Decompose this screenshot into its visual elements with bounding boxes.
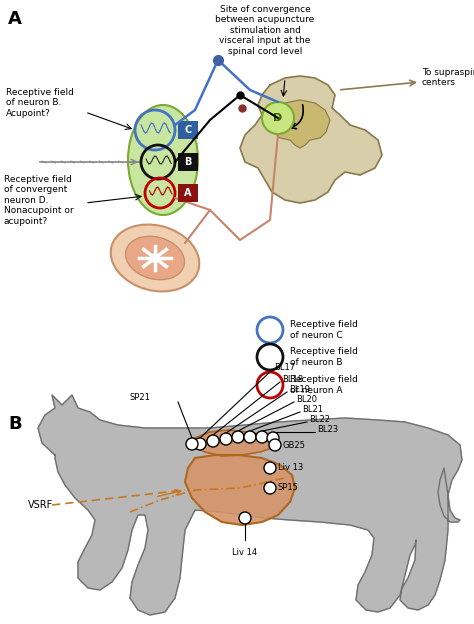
Text: VSRF: VSRF	[28, 500, 53, 510]
Text: A: A	[8, 10, 22, 28]
Circle shape	[194, 438, 206, 450]
Circle shape	[269, 439, 281, 451]
FancyBboxPatch shape	[178, 121, 198, 139]
FancyBboxPatch shape	[178, 153, 198, 171]
Text: C: C	[184, 125, 191, 135]
Text: BL18: BL18	[282, 376, 303, 384]
Text: BL17: BL17	[274, 364, 295, 373]
Text: SP15: SP15	[278, 484, 299, 492]
Ellipse shape	[111, 225, 199, 291]
Text: Liv 14: Liv 14	[232, 548, 257, 557]
Polygon shape	[185, 455, 295, 525]
Circle shape	[239, 512, 251, 524]
Text: A: A	[184, 188, 192, 198]
Circle shape	[264, 482, 276, 494]
Text: BL23: BL23	[317, 426, 338, 434]
Text: To supraspinal
centers: To supraspinal centers	[422, 68, 474, 87]
Text: B: B	[184, 157, 191, 167]
Polygon shape	[240, 76, 382, 203]
Ellipse shape	[128, 105, 198, 215]
Circle shape	[186, 438, 198, 450]
Text: Liv 13: Liv 13	[278, 464, 303, 472]
Circle shape	[256, 431, 268, 443]
Text: BL19: BL19	[289, 386, 310, 394]
Circle shape	[264, 462, 276, 474]
FancyBboxPatch shape	[178, 184, 198, 202]
Text: Receptive field
of neuron B.
Acupoint?: Receptive field of neuron B. Acupoint?	[6, 88, 74, 118]
Text: GB25: GB25	[283, 441, 306, 449]
Circle shape	[150, 253, 160, 263]
Circle shape	[244, 431, 256, 443]
Polygon shape	[192, 430, 275, 456]
Text: BL21: BL21	[302, 406, 323, 414]
Polygon shape	[38, 395, 462, 615]
Text: Receptive field
of convergent
neuron D.
Nonacupoint or
acupoint?: Receptive field of convergent neuron D. …	[4, 175, 73, 226]
Text: Receptive field
of neuron B: Receptive field of neuron B	[290, 348, 358, 367]
Circle shape	[232, 431, 244, 443]
Polygon shape	[270, 100, 330, 148]
Text: Receptive field
of neuron A: Receptive field of neuron A	[290, 375, 358, 395]
Text: Site of convergence
between acupuncture
stimulation and
visceral input at the
sp: Site of convergence between acupuncture …	[215, 5, 315, 56]
Text: BL20: BL20	[296, 396, 317, 404]
Circle shape	[220, 433, 232, 445]
Circle shape	[267, 432, 279, 444]
Text: B: B	[8, 415, 22, 433]
Text: D: D	[273, 113, 283, 123]
Circle shape	[262, 102, 294, 134]
Text: Receptive field
of neuron C: Receptive field of neuron C	[290, 320, 358, 339]
Text: SP21: SP21	[129, 394, 150, 402]
Text: BL22: BL22	[309, 416, 330, 424]
Circle shape	[207, 435, 219, 447]
Ellipse shape	[126, 236, 184, 280]
